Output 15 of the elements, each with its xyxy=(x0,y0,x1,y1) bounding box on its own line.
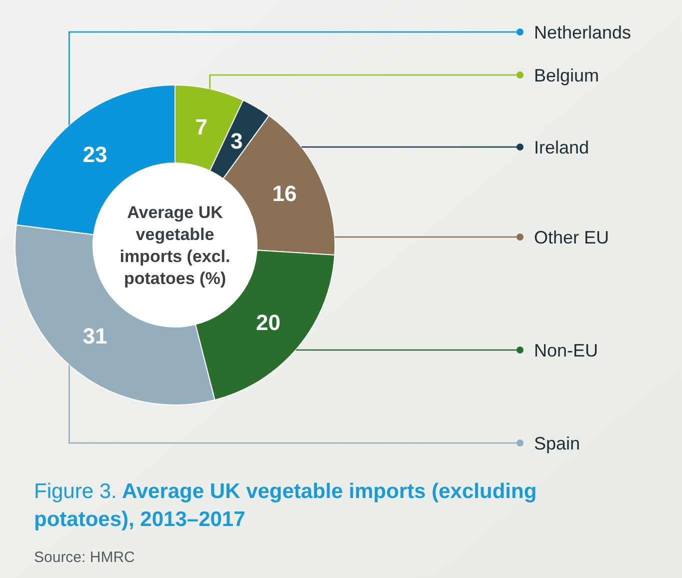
legend-label: Non-EU xyxy=(534,340,598,360)
data-label: 31 xyxy=(82,323,108,348)
data-label: 16 xyxy=(272,181,297,206)
data-label: 7 xyxy=(195,114,208,140)
data-label: 3 xyxy=(230,128,243,154)
data-label: 20 xyxy=(256,310,280,335)
text: Average UK vegetable imports (excl. potatoes (%) xyxy=(120,202,230,288)
legend-label: Spain xyxy=(534,433,580,454)
legend-label: Netherlands xyxy=(534,22,632,42)
data-label: 23 xyxy=(82,142,108,167)
legend-label: Ireland xyxy=(534,137,590,158)
legend-label: Other EU xyxy=(534,227,610,248)
legend-label: Belgium xyxy=(534,65,600,86)
chart-title: Figure 3. Average UK vegetable imports (excluding potatoes), 2013–2017 xyxy=(34,480,537,531)
source-note: Source: HMRC xyxy=(34,549,136,566)
